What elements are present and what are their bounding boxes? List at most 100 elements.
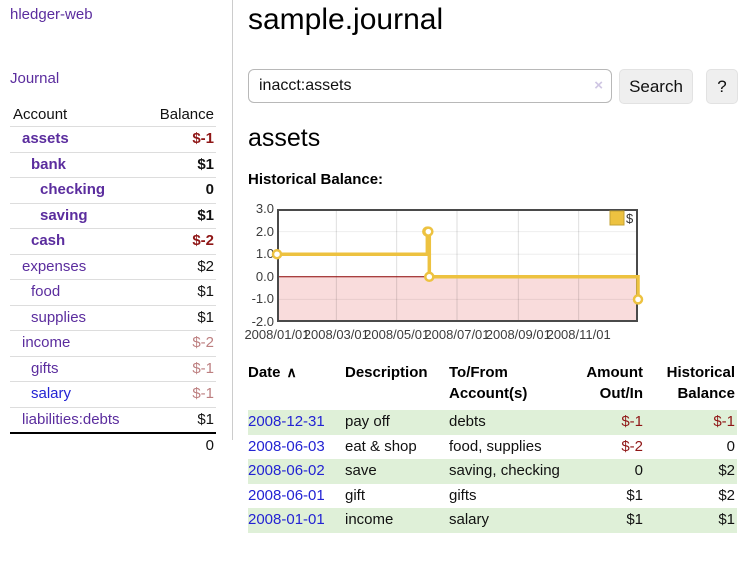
- accounts-cell: food, supplies: [449, 437, 542, 455]
- register-header-row: Date ∧ Description To/From Account(s) Amount…: [248, 362, 737, 410]
- account-link[interactable]: assets: [22, 130, 69, 147]
- account-balance: $1: [197, 206, 214, 224]
- account-balance: $1: [197, 283, 214, 300]
- date-cell: 2008-06-02: [248, 459, 345, 484]
- balance-cell: $-1: [713, 413, 735, 430]
- plot-border: [277, 209, 638, 322]
- amount-cell: 0: [634, 462, 643, 479]
- account-balance: $-1: [192, 385, 214, 402]
- date-cell: 2008-06-03: [248, 435, 345, 460]
- app-title-link[interactable]: hledger-web: [10, 6, 93, 23]
- register-column-header: Historical Balance: [666, 364, 735, 402]
- transaction-date-link[interactable]: 2008-01-01: [248, 511, 325, 528]
- search-box: ×: [248, 69, 612, 103]
- x-tick-label: 2008/01/01: [244, 327, 310, 342]
- account-row: salary $-1: [10, 381, 216, 407]
- account-balance: $1: [197, 308, 214, 326]
- account-link[interactable]: liabilities:debts: [22, 410, 120, 428]
- description-cell: pay off: [345, 413, 390, 430]
- description-cell: save: [345, 462, 377, 479]
- x-tick-label: 2008/09/01: [485, 327, 551, 342]
- y-tick-label: -2.0: [251, 314, 274, 329]
- amount-cell: $1: [626, 511, 643, 528]
- transaction-date-link[interactable]: 2008-06-02: [248, 462, 325, 479]
- chart-title: Historical Balance:: [248, 171, 384, 188]
- balance-cell: 0: [726, 437, 735, 455]
- accounts-cell: salary: [449, 511, 490, 528]
- balance-column-header: Balance: [159, 106, 214, 123]
- description-cell: gift: [345, 486, 366, 504]
- accounts-table-header: Account Balance: [10, 105, 216, 126]
- account-link[interactable]: expenses: [22, 257, 87, 275]
- search-button[interactable]: Search: [619, 69, 693, 104]
- account-link[interactable]: salary: [31, 385, 72, 402]
- accounts-total-row: 0: [10, 432, 216, 458]
- sidebar: hledger-web Journal Account Balance asse…: [0, 0, 232, 582]
- legend-swatch: [609, 210, 625, 226]
- account-link[interactable]: bank: [31, 155, 67, 173]
- search-input[interactable]: [248, 69, 612, 103]
- transaction-date-link[interactable]: 2008-06-01: [248, 486, 325, 504]
- account-row: income $-2: [10, 330, 216, 356]
- account-row: liabilities:debts $1: [10, 406, 216, 433]
- y-tick-label: -1.0: [251, 291, 274, 307]
- accounts-cell: saving, checking: [449, 462, 560, 479]
- x-tick-label: 2008/11/01: [546, 327, 611, 342]
- negative-region-fill: [279, 276, 636, 320]
- account-balance: $-2: [192, 232, 214, 249]
- account-link[interactable]: income: [22, 334, 71, 351]
- account-row: food $1: [10, 279, 216, 305]
- nav-journal-link[interactable]: Journal: [10, 70, 60, 87]
- search-help-button[interactable]: ?: [706, 69, 738, 104]
- date-cell: 2008-06-01: [248, 484, 345, 509]
- amount-cell: $-2: [621, 437, 643, 455]
- date-cell: 2008-12-31: [248, 410, 345, 435]
- register-column-header[interactable]: Date ∧: [248, 364, 297, 381]
- amount-cell: $1: [626, 486, 643, 504]
- accounts-cell: debts: [449, 413, 486, 430]
- accounts-table: Account Balance assets $-1 bank $1 check…: [10, 105, 216, 458]
- data-point: [423, 226, 434, 237]
- x-tick-label: 2008/03/01: [303, 327, 369, 342]
- description-cell: income: [345, 511, 394, 528]
- account-balance: $-1: [192, 130, 214, 147]
- sort-ascending-icon[interactable]: ∧: [286, 364, 297, 380]
- account-link[interactable]: gifts: [31, 359, 59, 377]
- account-link[interactable]: food: [31, 283, 61, 300]
- account-column-header: Account: [13, 106, 68, 123]
- balance-cell: $1: [718, 511, 735, 528]
- register-row: 2008-06-03 eat & shop food, supplies $-2 0: [248, 435, 737, 460]
- data-point: [632, 294, 644, 305]
- account-balance: 0: [205, 181, 214, 198]
- sidebar-divider: [232, 0, 233, 440]
- register-row: 2008-06-02 save saving, checking 0 $2: [248, 459, 737, 484]
- page-title: sample.journal: [248, 3, 444, 36]
- account-row: bank $1: [10, 151, 216, 178]
- account-link[interactable]: cash: [31, 232, 66, 249]
- x-tick-label: 2008/05/01: [364, 327, 430, 342]
- register-column-header: Amount Out/In: [586, 364, 643, 402]
- accounts-rows: assets $-1 bank $1 checking 0 saving $1 …: [10, 126, 216, 432]
- account-balance: $-1: [192, 359, 214, 377]
- data-point: [424, 271, 435, 283]
- account-balance: $1: [197, 410, 214, 428]
- transaction-date-link[interactable]: 2008-12-31: [248, 413, 325, 430]
- account-link[interactable]: checking: [40, 181, 106, 198]
- register-row: 2008-06-01 gift gifts $1 $2: [248, 484, 737, 509]
- legend-label: $: [626, 211, 634, 226]
- account-row: gifts $-1: [10, 355, 216, 382]
- account-row: cash $-2: [10, 228, 216, 254]
- register-row: 2008-12-31 pay off debts $-1 $-1: [248, 410, 737, 435]
- transaction-date-link[interactable]: 2008-06-03: [248, 437, 325, 455]
- amount-cell: $-1: [621, 413, 643, 430]
- y-tick-label: 2.0: [255, 223, 274, 239]
- y-tick-label: 0.0: [255, 268, 274, 284]
- account-link[interactable]: supplies: [31, 308, 87, 326]
- account-link[interactable]: saving: [40, 206, 88, 224]
- clear-search-icon[interactable]: ×: [594, 77, 603, 94]
- account-balance: $1: [197, 155, 214, 173]
- accounts-cell: gifts: [449, 486, 477, 504]
- account-row: assets $-1: [10, 126, 216, 152]
- account-row: checking 0: [10, 177, 216, 203]
